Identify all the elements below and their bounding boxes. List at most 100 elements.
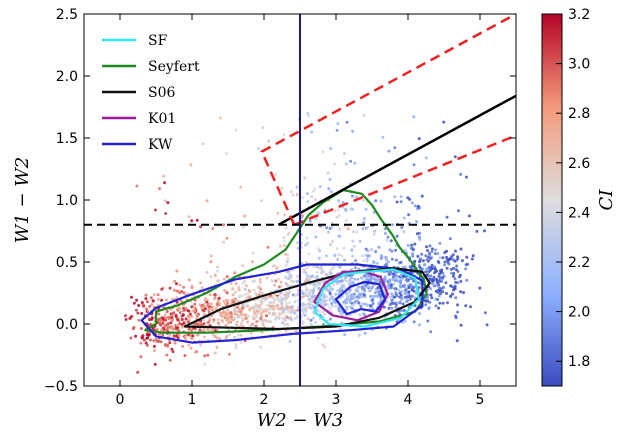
scatter-point (416, 204, 420, 208)
scatter-point (346, 227, 350, 231)
scatter-point (274, 173, 278, 177)
scatter-point (275, 266, 279, 269)
scatter-point (244, 284, 248, 288)
scatter-point (344, 276, 348, 279)
scatter-point (161, 321, 165, 325)
scatter-point (353, 277, 357, 281)
scatter-point (181, 344, 185, 348)
scatter-point (383, 232, 387, 235)
scatter-point (399, 200, 403, 204)
scatter-point (361, 312, 365, 316)
scatter-point (171, 312, 174, 316)
scatter-point (303, 176, 307, 180)
scatter-point (207, 328, 211, 332)
scatter-point (338, 265, 342, 269)
scatter-point (196, 333, 200, 337)
scatter-point (189, 312, 192, 316)
scatter-point (255, 320, 259, 324)
scatter-point (144, 341, 148, 345)
scatter-point (305, 287, 309, 291)
scatter-point (181, 313, 185, 317)
scatter-point (359, 305, 363, 309)
scatter-point (404, 291, 408, 295)
scatter-point (437, 306, 441, 310)
scatter-point (417, 286, 421, 289)
scatter-point (180, 325, 184, 329)
scatter-point (240, 294, 244, 298)
scatter-point (412, 115, 416, 119)
scatter-point (459, 290, 463, 294)
scatter-point (351, 239, 355, 243)
scatter-point (260, 297, 264, 301)
scatter-point (478, 286, 482, 290)
scatter-point (423, 263, 427, 267)
scatter-point (311, 189, 315, 193)
scatter-point (417, 231, 421, 235)
scatter-point (402, 216, 406, 220)
scatter-point (144, 293, 148, 297)
scatter-point (390, 306, 394, 310)
colorbar-tick-label: 3.2 (568, 7, 590, 23)
scatter-point (338, 227, 342, 231)
scatter-point (309, 323, 313, 326)
scatter-point (156, 293, 160, 297)
scatter-point (376, 286, 380, 290)
scatter-point (394, 292, 398, 296)
scatter-point (452, 266, 455, 270)
scatter-point (218, 311, 222, 315)
scatter-point (268, 307, 272, 311)
scatter-point (323, 303, 327, 307)
scatter-point (194, 350, 197, 354)
scatter-point (276, 307, 280, 311)
scatter-point (449, 295, 453, 298)
scatter-point (237, 285, 241, 289)
scatter-point (442, 120, 446, 124)
scatter-point (344, 301, 348, 305)
scatter-point (370, 286, 374, 290)
scatter-point (336, 258, 340, 261)
scatter-point (403, 283, 406, 287)
scatter-point (227, 321, 231, 325)
scatter-point (351, 230, 355, 234)
scatter-point (203, 302, 207, 306)
scatter-point (191, 334, 195, 338)
scatter-point (432, 283, 436, 287)
scatter-point (135, 184, 139, 188)
scatter-point (293, 300, 297, 304)
scatter-point (305, 236, 309, 240)
scatter-point (237, 288, 241, 292)
contour-kw-inner (334, 280, 387, 316)
scatter-point (283, 213, 287, 217)
scatter-point (219, 116, 223, 120)
scatter-point (441, 290, 445, 294)
scatter-point (319, 302, 323, 306)
scatter-point (471, 254, 475, 258)
y-tick-label: 0.5 (56, 255, 78, 271)
scatter-point (134, 308, 138, 312)
scatter-point (335, 128, 339, 132)
scatter-point (261, 320, 264, 324)
scatter-point (456, 303, 459, 307)
scatter-point (331, 296, 335, 300)
scatter-point (347, 290, 351, 294)
scatter-point (293, 311, 297, 315)
scatter-point (356, 299, 359, 303)
scatter-point (216, 321, 220, 325)
scatter-point (411, 247, 415, 251)
scatter-point (255, 303, 259, 307)
scatter-point (234, 282, 238, 286)
scatter-point (261, 126, 265, 129)
scatter-point (213, 351, 217, 355)
scatter-point (266, 303, 269, 307)
scatter-point (318, 310, 322, 314)
scatter-point (256, 307, 259, 311)
colorbar-tick-label: 2.0 (568, 305, 590, 321)
scatter-point (205, 300, 209, 304)
y-tick-label: 2.0 (56, 69, 78, 85)
scatter-point (317, 287, 321, 290)
scatter-point (142, 338, 146, 342)
scatter-point (137, 304, 141, 307)
scatter-point (363, 289, 367, 293)
scatter-point (405, 277, 409, 281)
scatter-point (350, 306, 354, 310)
